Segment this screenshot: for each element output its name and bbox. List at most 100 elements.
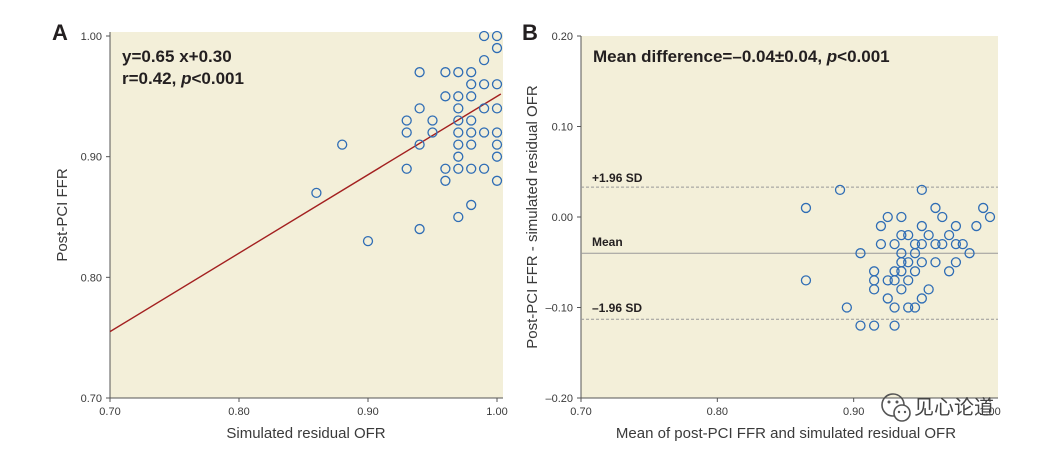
data-point [882,275,893,286]
y-tick-label: 0.00 [552,212,573,224]
data-point [889,302,900,313]
data-point [896,284,907,295]
data-point [916,257,927,268]
wechat-icon [881,393,911,422]
regression-line [109,93,502,333]
correlation-prefix: r=0.42, [122,69,181,88]
panel-b-y-ticks: –0.20 –0.10 0.00 0.10 0.20 [545,31,581,405]
data-point [491,175,503,186]
data-point [466,199,477,211]
data-point [896,211,907,223]
data-point [882,211,893,223]
panel-b-plot-area [581,36,998,398]
data-point [923,284,934,295]
x-tick-label: 1.00 [486,406,507,418]
watermark: 见心论道 [881,393,994,422]
panel-a-points [311,30,503,247]
upper-limit-label: +1.96 SD [592,171,643,185]
data-point [875,238,887,250]
data-point [414,103,425,114]
data-point [491,127,503,138]
data-point [478,103,490,114]
data-point [943,229,955,241]
data-point [427,127,438,138]
panel-b-y-label: Post-PCI FFR - simulated residual OFR [524,85,541,349]
data-point [414,67,425,78]
panel-b: B 0.70 0.80 0.90 1.00 –0.20 –0.10 0.00 0.10 0.2… [522,20,1001,442]
x-tick-label: 0.90 [843,406,864,418]
data-point [453,211,464,223]
data-point [466,139,477,150]
x-tick-label: 0.70 [570,406,591,418]
data-point [440,67,451,78]
data-point [401,127,412,138]
p-value: <0.001 [191,69,243,88]
data-point [923,229,934,241]
data-point [401,115,412,126]
panel-a-plot-area [110,32,503,398]
data-point [950,257,962,268]
y-tick-label: 1.00 [81,31,102,43]
p-letter: p [180,69,191,88]
data-point [453,127,464,138]
data-point [466,67,477,78]
data-point [930,238,941,250]
data-point [414,139,425,150]
data-point [466,79,477,90]
panel-b-x-label: Mean of post-PCI FFR and simulated resid… [616,425,956,442]
correlation-text: r=0.42, p<0.001 [122,69,244,88]
data-point [978,202,989,214]
data-point [868,320,880,331]
data-point [943,266,955,277]
data-point [964,248,975,259]
data-point [889,320,900,331]
data-point [903,257,914,268]
data-point [916,184,927,196]
panel-b-label: B [522,20,538,45]
regression-equation: y=0.65 x+0.30 [122,47,232,66]
data-point [896,229,907,241]
data-point [903,275,914,286]
data-point [440,91,451,102]
panel-a-x-label: Simulated residual OFR [226,425,385,442]
data-point [362,235,374,247]
data-point [491,151,503,162]
data-point [478,127,490,138]
y-tick-label: 0.90 [81,152,102,164]
data-point [930,257,941,268]
data-point [903,229,914,241]
data-point [311,187,322,199]
data-point [337,139,348,150]
x-tick-label: 0.70 [99,406,120,418]
data-point [984,211,996,223]
watermark-text: 见心论道 [914,395,994,419]
panel-b-x-ticks: 0.70 0.80 0.90 1.00 [570,398,1001,418]
mean-label: Mean [592,235,623,249]
data-point [466,115,477,126]
data-point [491,103,503,114]
data-point [466,91,477,102]
data-point [453,115,464,126]
data-point [427,115,438,126]
panel-a-x-ticks: 0.70 0.80 0.90 1.00 [99,398,508,418]
data-point [453,163,464,174]
p-value: <0.001 [837,47,889,66]
data-point [916,238,927,250]
data-point [896,257,907,268]
data-point [909,302,921,313]
y-tick-label: –0.20 [545,393,573,405]
data-point [491,30,503,42]
data-point [453,91,464,102]
data-point [950,238,962,250]
x-tick-label: 1.00 [979,406,1000,418]
data-point [868,275,880,286]
data-point [875,220,887,232]
data-point [453,151,464,162]
data-point [957,238,968,250]
data-point [909,238,921,250]
data-point [950,220,962,232]
data-point [453,67,464,78]
data-point [882,293,893,304]
mean-diff-prefix: Mean difference=– [593,47,742,66]
